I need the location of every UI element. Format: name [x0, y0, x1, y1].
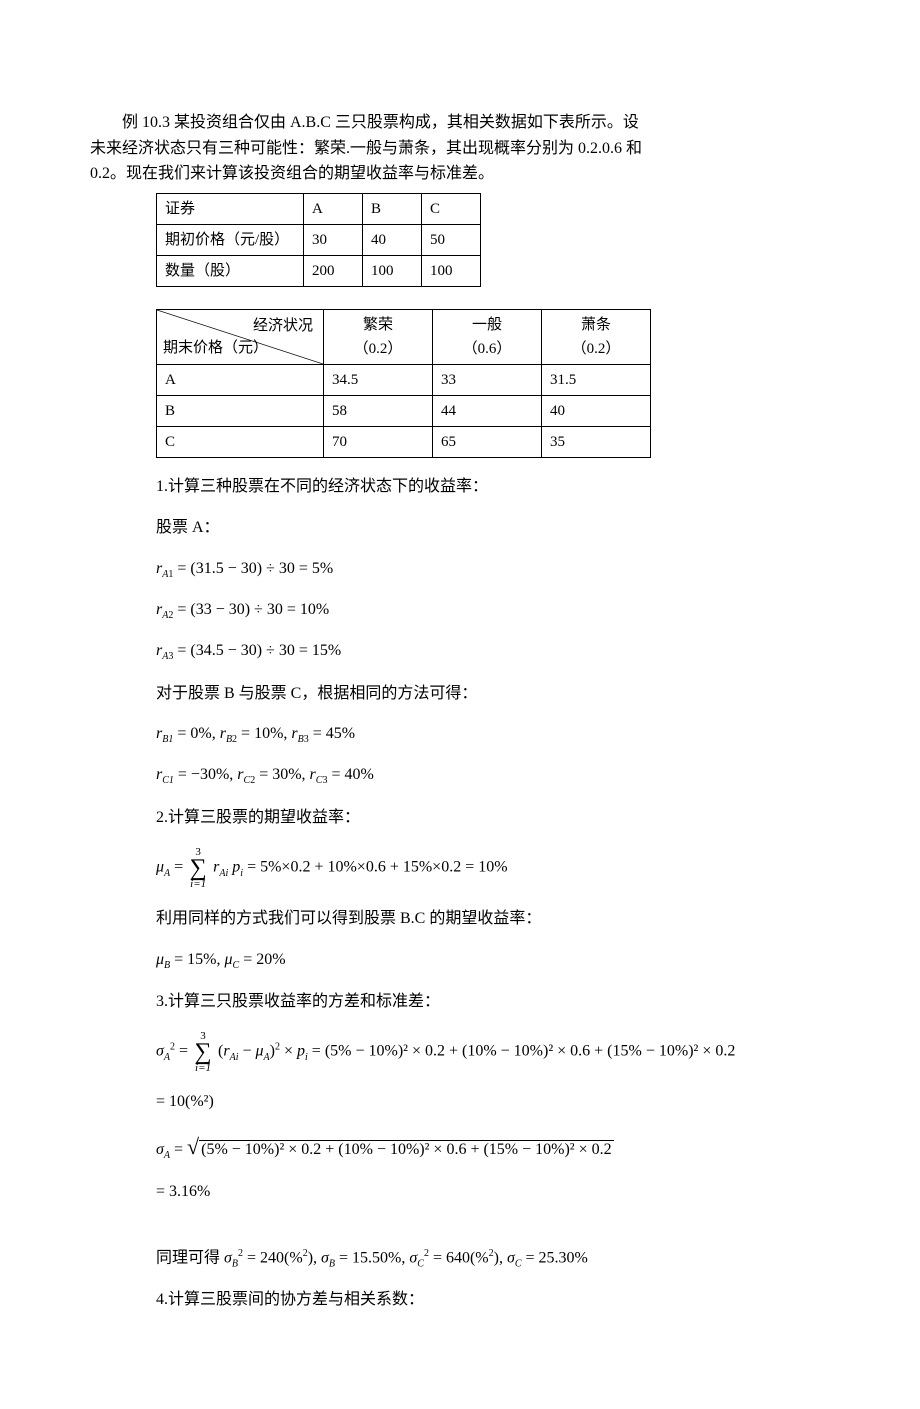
cell: 证券	[157, 193, 304, 224]
sigma-sum-icon: 3∑i=1	[187, 846, 209, 890]
eq-muBC: μB = 15%, μC = 20%	[156, 948, 830, 973]
col-head: 繁荣 （0.2）	[324, 309, 433, 364]
intro-line-1: 例 10.3 某投资组合仅由 A.B.C 三只股票构成，其相关数据如下表所示。设	[90, 110, 830, 136]
section-3-title: 3.计算三只股票收益率的方差和标准差：	[156, 989, 830, 1015]
sigma-sum-icon: 3∑i=1	[192, 1030, 214, 1074]
eq-muA: μA = 3∑i=1 rAi pi = 5%×0.2 + 10%×0.6 + 1…	[156, 846, 830, 890]
cell: 数量（股）	[157, 255, 304, 286]
cell: 40	[363, 224, 422, 255]
table-row: 期初价格（元/股） 30 40 50	[157, 224, 481, 255]
cell: 33	[433, 364, 542, 395]
cell: A	[157, 364, 324, 395]
cell: 30	[304, 224, 363, 255]
cell: 58	[324, 395, 433, 426]
intro-line-2: 未来经济状态只有三种可能性：繁荣.一般与萧条，其出现概率分别为 0.2.0.6 …	[90, 136, 830, 162]
cell: A	[304, 193, 363, 224]
cell: 100	[363, 255, 422, 286]
cell: 100	[422, 255, 481, 286]
table-securities: 证券 A B C 期初价格（元/股） 30 40 50 数量（股） 200 10…	[156, 193, 481, 287]
col-head: 萧条 （0.2）	[542, 309, 651, 364]
diagonal-header-cell: 经济状况 期末价格（元）	[157, 309, 324, 364]
cell: C	[157, 426, 324, 457]
others-var: 同理可得 σB2 = 240(%2), σB = 15.50%, σC2 = 6…	[156, 1246, 830, 1272]
table-row: B 58 44 40	[157, 395, 651, 426]
cell: 70	[324, 426, 433, 457]
cell: B	[363, 193, 422, 224]
cell: 期初价格（元/股）	[157, 224, 304, 255]
intro-line-3: 0.2。现在我们来计算该投资组合的期望收益率与标准差。	[90, 161, 830, 187]
cell: 40	[542, 395, 651, 426]
header-top: 经济状况	[253, 314, 313, 338]
eq-varA: σA2 = 3∑i=1 (rAi − μA)2 × pi = (5% − 10%…	[156, 1030, 830, 1074]
table-row: C 70 65 35	[157, 426, 651, 457]
section-1-title: 1.计算三种股票在不同的经济状态下的收益率：	[156, 474, 830, 500]
cell: B	[157, 395, 324, 426]
stock-a-label: 股票 A：	[156, 515, 830, 541]
cell: 50	[422, 224, 481, 255]
eq-rA2: rA2 = (33 − 30) ÷ 30 = 10%	[156, 598, 830, 623]
cell: 65	[433, 426, 542, 457]
eq-rA1: rA1 = (31.5 − 30) ÷ 30 = 5%	[156, 557, 830, 582]
cell: 35	[542, 426, 651, 457]
header-bottom: 期末价格（元）	[163, 336, 268, 360]
bc-exp-intro: 利用同样的方式我们可以得到股票 B.C 的期望收益率：	[156, 906, 830, 932]
cell: C	[422, 193, 481, 224]
cell: 44	[433, 395, 542, 426]
sqrt-icon: √	[187, 1134, 199, 1159]
eq-rC: rC1 = −30%, rC2 = 30%, rC3 = 40%	[156, 763, 830, 788]
section-2-title: 2.计算三股票的期望收益率：	[156, 805, 830, 831]
eq-sdA: σA = √(5% − 10%)² × 0.2 + (10% − 10%)² ×…	[156, 1130, 830, 1163]
eq-rA3: rA3 = (34.5 − 30) ÷ 30 = 15%	[156, 639, 830, 664]
cell: 200	[304, 255, 363, 286]
bc-intro: 对于股票 B 与股票 C，根据相同的方法可得：	[156, 681, 830, 707]
table-row: 证券 A B C	[157, 193, 481, 224]
cell: 31.5	[542, 364, 651, 395]
table-prices: 经济状况 期末价格（元） 繁荣 （0.2） 一般 （0.6） 萧条 （0.2） …	[156, 309, 651, 458]
eq-rB: rB1 = 0%, rB2 = 10%, rB3 = 45%	[156, 722, 830, 747]
cell: 34.5	[324, 364, 433, 395]
section-4-title: 4.计算三股票间的协方差与相关系数：	[156, 1287, 830, 1313]
eq-varA-result: = 10(%²)	[156, 1090, 830, 1114]
eq-sdA-result: = 3.16%	[156, 1180, 830, 1204]
page: 例 10.3 某投资组合仅由 A.B.C 三只股票构成，其相关数据如下表所示。设…	[0, 0, 920, 1409]
table-row: 经济状况 期末价格（元） 繁荣 （0.2） 一般 （0.6） 萧条 （0.2）	[157, 309, 651, 364]
col-head: 一般 （0.6）	[433, 309, 542, 364]
table-row: 数量（股） 200 100 100	[157, 255, 481, 286]
table-row: A 34.5 33 31.5	[157, 364, 651, 395]
